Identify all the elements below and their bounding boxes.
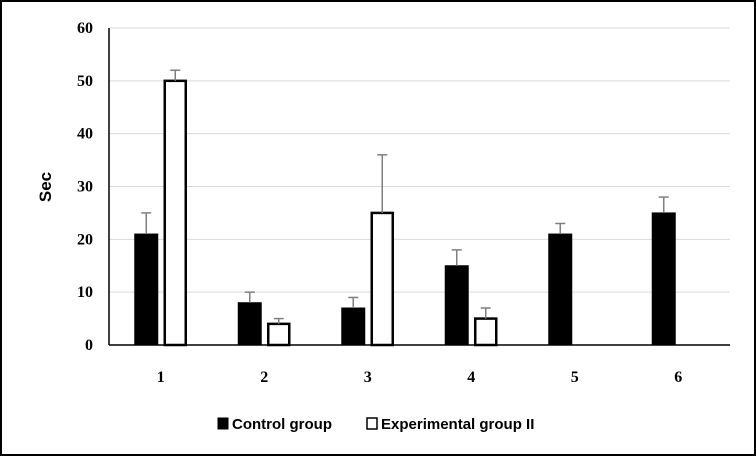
legend-swatch-experimental: [366, 417, 378, 430]
legend-label-experimental: Experimental group II: [381, 416, 534, 433]
y-tick-label: 60: [77, 20, 93, 37]
bar-experimental-1: [163, 79, 187, 347]
gridlines: [109, 27, 730, 293]
bar-control-4: [444, 265, 469, 346]
bar-experimental-4: [474, 317, 498, 347]
bar-experimental-2: [267, 322, 291, 347]
x-tick-label: 3: [364, 369, 372, 386]
x-tick-label: 5: [571, 369, 579, 386]
y-tick-label: 40: [77, 126, 93, 143]
legend-label-control: Control group: [232, 416, 332, 433]
bar-control-3: [341, 307, 366, 346]
bars: [134, 69, 676, 347]
x-tick-label: 2: [260, 369, 268, 386]
y-tick-label: 20: [77, 231, 93, 248]
y-axis-title: Sec: [36, 172, 55, 202]
y-tick-label: 10: [77, 284, 93, 301]
bar-control-5: [548, 233, 573, 346]
y-tick-label: 50: [77, 73, 93, 90]
bar-control-2: [237, 302, 262, 346]
x-tick-label: 1: [157, 369, 165, 386]
bar-control-1: [134, 233, 159, 346]
axes: [108, 28, 730, 346]
tick-labels: 0 10 20 30 40 50 60 1 2 3 4 5 6: [77, 20, 682, 386]
y-tick-label: 30: [77, 179, 93, 196]
legend: Control group Experimental group II: [217, 416, 534, 433]
x-tick-label: 6: [674, 369, 682, 386]
bar-control-6: [651, 212, 676, 346]
bar-experimental-3: [370, 211, 394, 347]
y-tick-label: 0: [85, 337, 93, 354]
x-tick-label: 4: [467, 369, 475, 386]
legend-swatch-control: [217, 417, 229, 430]
